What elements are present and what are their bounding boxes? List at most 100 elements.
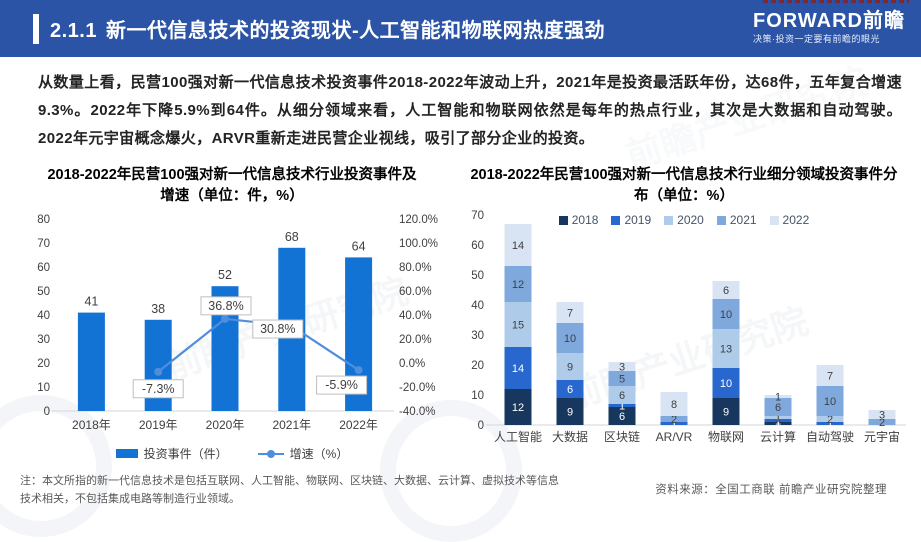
legend-label: 增速（%） (289, 447, 349, 462)
line-swatch-icon (257, 449, 284, 458)
series-swatch-icon (716, 215, 726, 225)
title-accent-bar (33, 13, 39, 44)
legend-label: 2019 (624, 213, 652, 227)
segment-label: 6 (723, 285, 729, 297)
left-chart-legend: 投资事件（件） 增速（%） (18, 445, 446, 462)
segment-2020-人工智能 (504, 302, 532, 348)
segment-label: 14 (512, 363, 524, 375)
segment-label: 1 (775, 416, 781, 428)
logo-brand-text: FORWARD前瞻 (753, 10, 905, 32)
segment-label: 9 (567, 407, 573, 419)
legend-label: 2020 (677, 213, 704, 227)
y-axis-tick: 40 (471, 300, 484, 312)
right-chart-title: 2018-2022年民营100强对新一代信息技术行业细分领域投资事件分布（单位：… (470, 167, 898, 205)
segment-2021-云计算 (764, 398, 792, 417)
legend-item-growth: 增速（%） (257, 445, 349, 462)
series-swatch-icon (664, 215, 674, 225)
y-axis-left-tick: 0 (44, 406, 50, 418)
legend-label: 2022 (782, 213, 810, 227)
segment-label: 9 (567, 362, 573, 374)
x-axis-label: 区块链 (604, 429, 640, 444)
segment-label: 8 (671, 399, 677, 411)
x-axis-label: 2019年 (139, 418, 178, 432)
y-axis-left-tick: 80 (37, 214, 50, 226)
y-axis-tick: 10 (471, 390, 484, 402)
y-axis-tick: 30 (471, 330, 484, 342)
footer-note: 注：本文所指的新一代信息技术是包括互联网、人工智能、物联网、区块链、大数据、云计… (20, 475, 559, 506)
line-label-box (252, 319, 304, 339)
segment-2022-AR/VR (660, 392, 688, 417)
intro-paragraph: 从数量上看，民营100强对新一代信息技术投资事件2018-2022年波动上升，2… (38, 74, 902, 148)
x-axis-label: 元宇宙 (864, 429, 900, 444)
x-axis-label: 人工智能 (494, 429, 542, 444)
segment-label: 1 (775, 392, 781, 404)
segment-2020-自动驾驶 (816, 416, 844, 423)
y-axis-right-tick: 20.0% (399, 334, 432, 346)
segment-2022-物联网 (712, 281, 740, 300)
segment-2022-大数据 (556, 302, 584, 324)
segment-2019-人工智能 (504, 347, 532, 390)
y-axis-tick: 70 (471, 210, 484, 222)
x-axis-label: 2018年 (72, 418, 111, 432)
left-chart-title: 2018-2022年民营100强对新一代信息技术行业投资事件及增速（单位：件，%… (47, 167, 417, 205)
segment-2021-物联网 (712, 299, 740, 330)
segment-2018-大数据 (556, 398, 584, 426)
forward-logo: FORWARD前瞻 决策·投资一定要有前瞻的眼光 (753, 10, 905, 45)
logo-tagline: 决策·投资一定要有前瞻的眼光 (753, 34, 881, 44)
segment-2021-元宇宙 (868, 419, 896, 426)
segment-label: 10 (720, 309, 732, 321)
segment-2021-自动驾驶 (816, 386, 844, 417)
segment-label: 9 (723, 407, 729, 419)
y-axis-right-tick: 60.0% (399, 286, 432, 298)
bar-swatch-icon (115, 449, 138, 459)
combo-chart-svg: 0 10 20 30 40 50 60 70 80 -40.0% -20.0% 0.0% 20.0% 40… (37, 214, 438, 432)
segment-2019-AR/VR (660, 422, 688, 426)
header-banner: 2.1.1 新一代信息技术的投资现状-人工智能和物联网热度强劲 FORWARD前瞻… (0, 0, 921, 57)
bar-value-label: 52 (218, 268, 232, 282)
y-axis-left-tick: 70 (37, 238, 50, 250)
bar-value-label: 41 (84, 295, 98, 309)
bar-value-label: 64 (352, 239, 366, 253)
x-axis-label: 物联网 (708, 430, 744, 444)
segment-2020-云计算 (764, 416, 792, 420)
stacked-chart-svg: 010203040506070人工智能1214151214大数据969107区块… (471, 210, 906, 444)
line-value-label: -7.3% (142, 382, 175, 396)
segment-2019-云计算 (764, 419, 792, 423)
segment-2022-区块链 (608, 362, 636, 372)
line-label-box (316, 375, 368, 395)
segment-label: 6 (567, 384, 573, 396)
segment-label: 15 (512, 320, 524, 332)
bar-2018年 (77, 312, 105, 412)
y-axis-tick: 50 (471, 270, 484, 282)
segment-label: 1 (775, 413, 781, 425)
y-axis-left-tick: 40 (37, 310, 50, 322)
segment-label: 2 (827, 414, 833, 426)
y-axis-left-tick: 50 (37, 286, 50, 298)
legend-label: 2021 (729, 213, 757, 227)
legend-label: 投资事件（件） (143, 447, 228, 462)
legend-item-2021: 2021 (716, 213, 757, 227)
section-number: 2.1.1 (50, 20, 97, 42)
segment-2022-元宇宙 (868, 410, 896, 420)
series-swatch-icon (558, 215, 568, 225)
right-chart: 2018-2022年民营100强对新一代信息技术行业细分领域投资事件分布（单位：… (458, 165, 910, 447)
series-swatch-icon (769, 215, 779, 225)
line-label-box (200, 296, 252, 316)
segment-2018-云计算 (764, 422, 792, 426)
y-axis-right-tick: 120.0% (399, 214, 438, 226)
bar-value-label: 38 (151, 302, 165, 316)
segment-2020-物联网 (712, 329, 740, 369)
segment-label: 12 (512, 402, 524, 414)
segment-2018-物联网 (712, 398, 740, 426)
line-label-box (132, 379, 184, 399)
segment-2020-区块链 (608, 386, 636, 405)
segment-label: 13 (720, 344, 732, 356)
segment-label: 6 (619, 411, 625, 423)
segment-label: 1 (775, 419, 781, 431)
segment-label: 7 (827, 371, 833, 383)
x-axis-label: 云计算 (760, 429, 796, 444)
series-swatch-icon (611, 215, 621, 225)
x-axis-label: 2022年 (339, 418, 378, 432)
y-axis-tick: 60 (471, 240, 484, 252)
segment-label: 10 (720, 378, 732, 390)
